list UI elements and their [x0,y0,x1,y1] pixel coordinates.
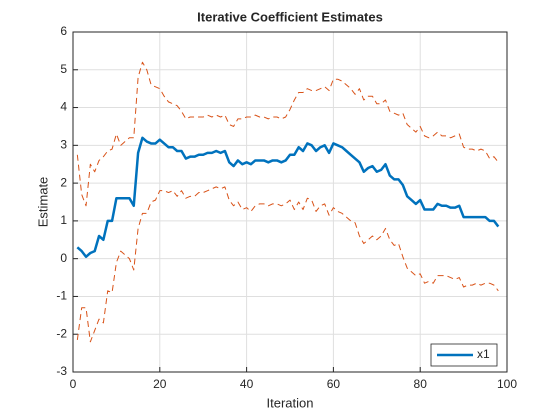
series-line [76,61,499,207]
y-tick-label: 1 [60,213,67,227]
y-tick-label: -2 [56,326,67,340]
x-tick-label: 0 [70,377,77,391]
y-tick-label: 3 [60,138,67,152]
x-axis-label: Iteration [267,395,314,410]
y-tick-label: 6 [60,24,67,38]
y-tick-label: -3 [56,364,67,378]
y-tick-label: -1 [56,289,67,303]
y-tick-label: 0 [60,251,67,265]
x-tick-label: 100 [497,377,517,391]
x-tick-label: 40 [240,377,254,391]
x-tick-label: 80 [414,377,428,391]
legend-label: x1 [477,347,490,361]
y-tick-label: 4 [60,100,67,114]
series-line [76,136,500,259]
x-tick-label: 20 [153,377,167,391]
y-axis-label: Estimate [35,177,50,228]
x-tick-label: 60 [327,377,341,391]
plot-frame [72,31,508,373]
y-tick-label: 2 [60,175,67,189]
chart-title: Iterative Coefficient Estimates [197,9,383,24]
y-tick-label: 5 [60,62,67,76]
series-line [76,186,499,343]
